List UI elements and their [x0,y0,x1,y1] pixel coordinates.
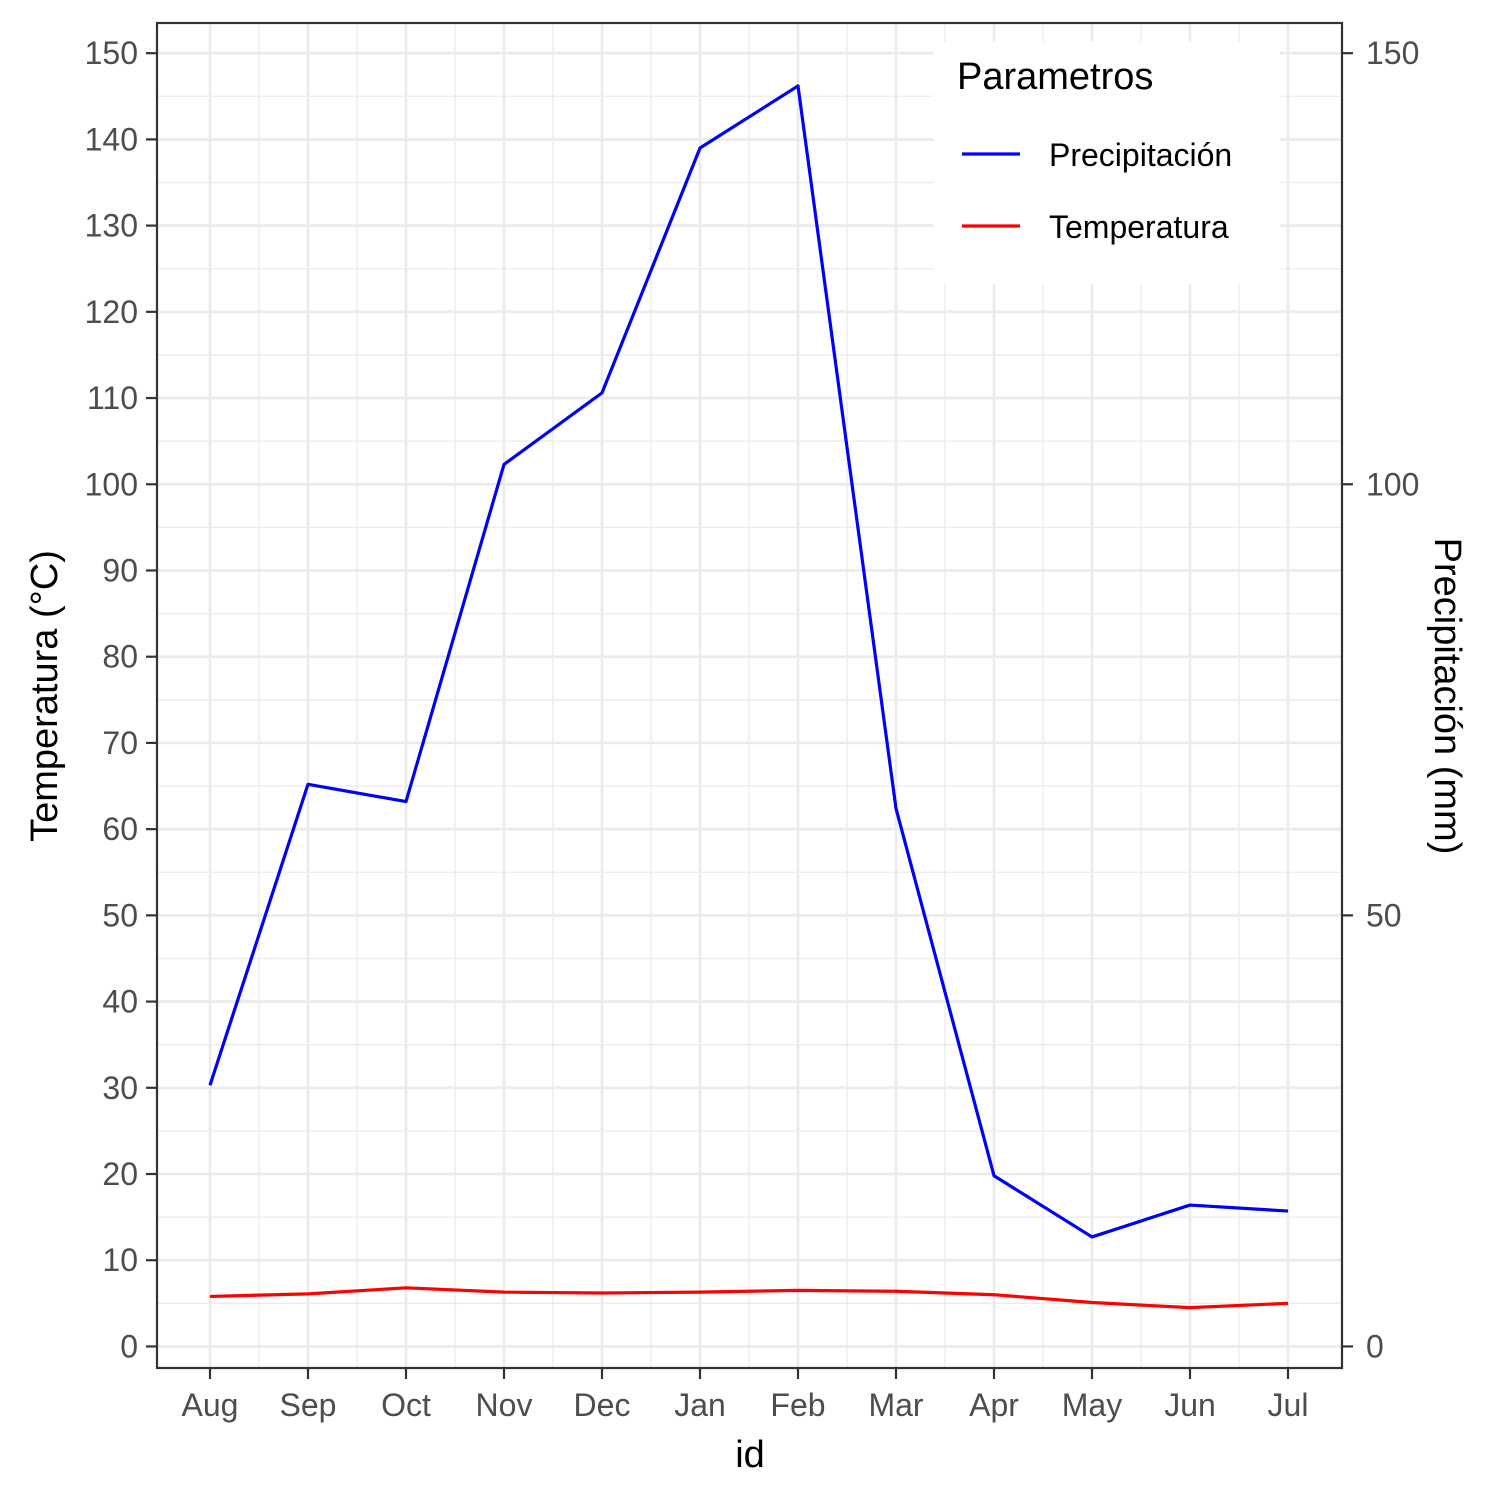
legend-label-precipitacion: Precipitación [1049,137,1232,173]
legend: Parametros Precipitación Temperatura [934,42,1280,284]
legend-title: Parametros [957,56,1153,98]
y-axis-title: Temperatura (°C) [24,550,66,842]
y-tick-label: 10 [102,1242,138,1278]
x-tick-label: Jun [1164,1387,1216,1423]
x-tick-label: Oct [381,1387,431,1423]
x-tick-label: Sep [280,1387,337,1423]
x-tick-label: Feb [770,1387,825,1423]
x-tick-label: Nov [476,1387,533,1423]
series-line-temperatura [209,1286,1289,1310]
legend-label-temperatura: Temperatura [1049,209,1229,245]
y-tick-label: 40 [102,984,138,1020]
y-tick-label: 70 [102,725,138,761]
x-tick-label: Aug [182,1387,239,1423]
x-axis-title: id [735,1434,765,1476]
x-tick-label: Mar [868,1387,923,1423]
y-tick-label: 0 [120,1328,138,1364]
y2-tick-label: 50 [1366,897,1402,933]
y-tick-label: 90 [102,552,138,588]
right-y-axis: 0 50 100 150 [1342,35,1419,1364]
y-tick-label: 30 [102,1070,138,1106]
plot-panel-border [155,21,1344,1370]
x-tick-label: May [1062,1387,1122,1423]
y-tick-label: 140 [85,121,138,157]
y-tick-label: 60 [102,811,138,847]
y-tick-label: 20 [102,1156,138,1192]
x-axis: Aug Sep Oct Nov Dec Jan Feb Mar Apr May Jun Jul [182,1368,1309,1423]
y-tick-label: 100 [85,466,138,502]
y-tick-label: 110 [87,380,138,416]
y-tick-label: 130 [85,208,138,244]
series-line-precipitacion [208,84,1289,1239]
series-layer [208,84,1289,1310]
y2-tick-label: 0 [1366,1328,1384,1364]
y2-tick-label: 100 [1366,466,1419,502]
y-tick-label: 120 [85,294,138,330]
x-tick-label: Jan [674,1387,726,1423]
y-tick-label: 50 [102,897,138,933]
left-y-axis: 0 10 20 30 40 50 60 70 80 90 100 110 120 130 140 150 [85,35,157,1364]
y2-tick-label: 150 [1366,35,1419,71]
y2-axis-title: Precipitación (mm) [1426,538,1468,855]
x-tick-label: Apr [969,1387,1019,1423]
y-tick-label: 150 [85,35,138,71]
x-tick-label: Dec [574,1387,631,1423]
legend-background [934,42,1280,284]
y-tick-label: 80 [102,639,138,675]
x-tick-label: Jul [1268,1387,1309,1423]
